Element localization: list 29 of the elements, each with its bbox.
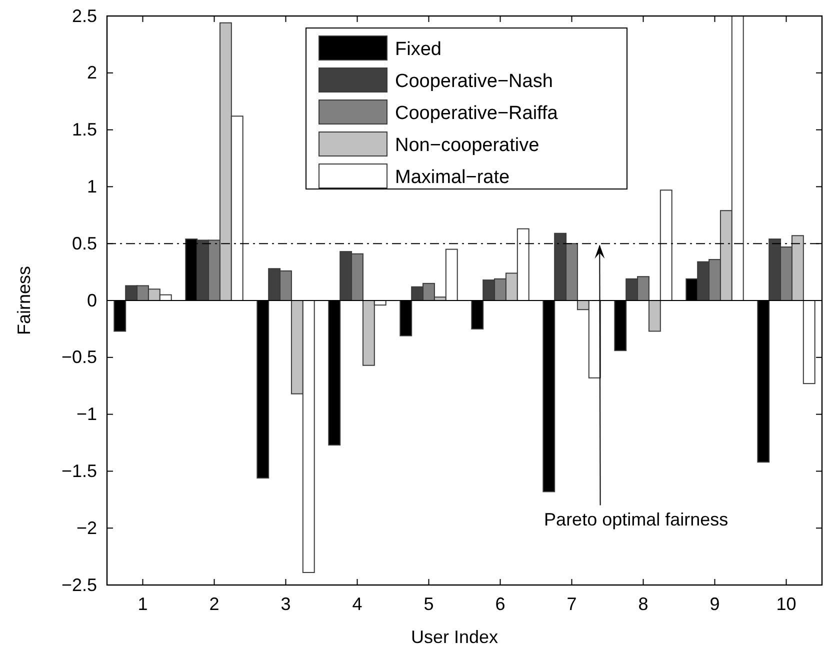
y-axis-title: Fairness bbox=[14, 266, 34, 336]
x-tick-label: 3 bbox=[280, 594, 291, 614]
legend-label: Maximal−rate bbox=[395, 167, 510, 188]
x-axis-title: User Index bbox=[410, 627, 498, 647]
y-tick-label: −1.5 bbox=[61, 460, 97, 481]
x-tick-label: 6 bbox=[495, 594, 506, 614]
y-tick-label: −0.5 bbox=[61, 347, 97, 368]
y-tick-label: 2 bbox=[86, 62, 97, 83]
x-tick-label: 9 bbox=[710, 594, 720, 614]
x-tick-label: 7 bbox=[566, 594, 577, 614]
ref-line-label: Pareto optimal fairness bbox=[544, 509, 728, 530]
y-tick-label: −2 bbox=[76, 518, 97, 538]
legend-label: Cooperative−Nash bbox=[395, 71, 553, 92]
y-tick-label: 2.5 bbox=[72, 6, 97, 26]
legend-label: Fixed bbox=[395, 39, 442, 60]
x-tick-label: 5 bbox=[424, 594, 434, 614]
legend-label: Cooperative−Raiffa bbox=[395, 103, 558, 124]
x-tick-label: 4 bbox=[352, 594, 362, 614]
x-tick-label: 8 bbox=[638, 594, 648, 614]
y-tick-label: 0 bbox=[86, 290, 97, 310]
y-tick-label: −2.5 bbox=[61, 574, 97, 595]
x-tick-label: 10 bbox=[776, 594, 796, 614]
y-tick-label: 1.5 bbox=[72, 120, 97, 140]
y-tick-label: 0.5 bbox=[72, 233, 97, 254]
y-tick-label: −1 bbox=[76, 404, 97, 424]
x-tick-label: 1 bbox=[138, 594, 148, 614]
y-tick-label: 1 bbox=[86, 176, 97, 196]
legend-label: Non−cooperative bbox=[395, 135, 540, 156]
x-tick-label: 2 bbox=[209, 594, 220, 614]
